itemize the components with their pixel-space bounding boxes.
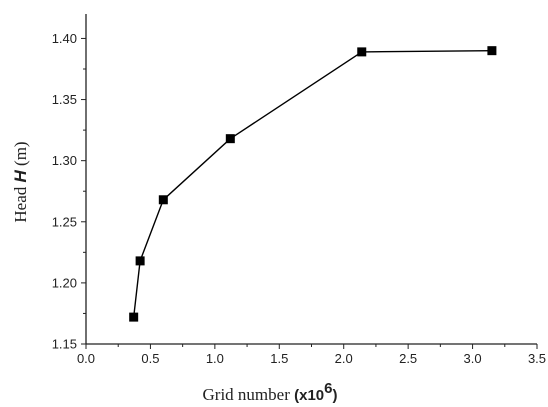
x-tick-label: 2.0 <box>335 351 353 366</box>
x-axis-title-suffix: ) <box>332 387 337 404</box>
data-point-marker <box>129 312 139 322</box>
data-point-marker <box>487 46 497 56</box>
plot-area <box>85 14 537 345</box>
y-tick-label: 1.40 <box>52 31 77 46</box>
series-line <box>133 50 492 318</box>
y-tick-label: 1.30 <box>52 153 77 168</box>
data-point-marker <box>158 195 168 205</box>
y-tick-label: 1.25 <box>52 214 77 229</box>
x-tick-label: 1.5 <box>270 351 288 366</box>
y-tick-label: 1.15 <box>52 337 77 352</box>
y-axis-title: Head H (m) <box>11 141 30 222</box>
x-tick-label: 2.5 <box>399 351 417 366</box>
data-point-marker <box>225 134 235 144</box>
y-tick-label: 1.35 <box>52 92 77 107</box>
axis-ticks: 0.0 0.5 1.0 1.5 2.0 2.5 3.0 3.5 1.15 1.20 1.25 1.30… <box>52 31 546 366</box>
x-axis-title: Grid number (x106) <box>203 380 338 404</box>
x-axis-title-text: Grid number <box>203 385 295 404</box>
x-tick-label: 0.5 <box>141 351 159 366</box>
data-point-marker <box>357 47 367 57</box>
x-tick-label: 3.5 <box>528 351 546 366</box>
x-axis-title-unit: (x10 <box>294 387 324 404</box>
data-point-marker <box>135 256 145 266</box>
x-tick-label: 3.0 <box>464 351 482 366</box>
x-axis-title-exponent: 6 <box>324 380 332 397</box>
x-tick-label: 1.0 <box>206 351 224 366</box>
y-axis-title-symbol: H <box>11 169 30 182</box>
data-series <box>129 46 497 322</box>
y-axis-title-unit: (m) <box>11 141 30 170</box>
x-tick-label: 0.0 <box>77 351 95 366</box>
y-tick-label: 1.20 <box>52 275 77 290</box>
y-axis-title-text: Head <box>11 182 30 222</box>
